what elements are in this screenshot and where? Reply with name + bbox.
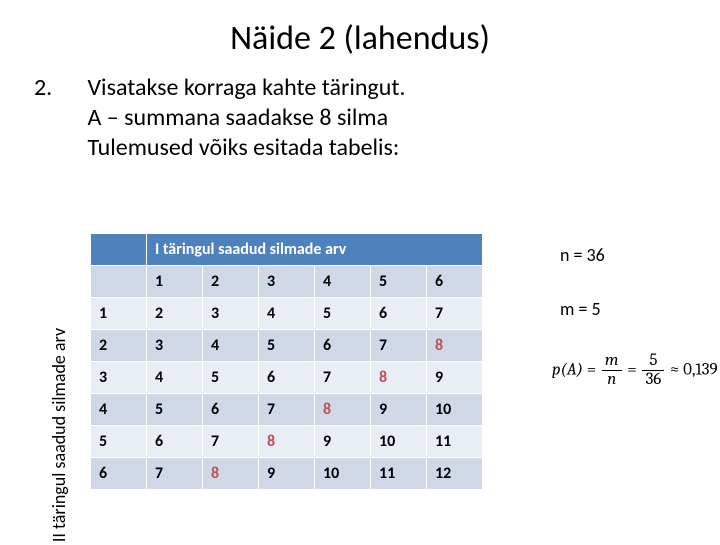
- cell: 7: [371, 330, 427, 362]
- cell: 5: [315, 298, 371, 330]
- blank-cell: [91, 266, 147, 298]
- cell: 7: [259, 394, 315, 426]
- cell: 7: [427, 298, 483, 330]
- top-axis-label: I täringul saadud silmade arv: [147, 234, 483, 266]
- cell: 5: [147, 394, 203, 426]
- formula-lhs: p(A): [552, 360, 583, 379]
- approx-value: ≈ 0,139: [670, 360, 718, 379]
- row-label: 1: [91, 298, 147, 330]
- col-label: 3: [259, 266, 315, 298]
- probability-formula: p(A) = m n = 5 36 ≈ 0,139: [552, 352, 718, 389]
- cell: 4: [147, 362, 203, 394]
- cell: 3: [147, 330, 203, 362]
- row-label: 3: [91, 362, 147, 394]
- cell: 7: [203, 426, 259, 458]
- col-label: 1: [147, 266, 203, 298]
- col-label: 6: [427, 266, 483, 298]
- cell: 10: [315, 458, 371, 490]
- cell-highlight: 8: [371, 362, 427, 394]
- cell: 7: [315, 362, 371, 394]
- side-axis-label: II täringul saadud silmade arv: [48, 325, 70, 545]
- col-label: 2: [203, 266, 259, 298]
- row-label: 6: [91, 458, 147, 490]
- cell: 3: [203, 298, 259, 330]
- cell: 10: [371, 426, 427, 458]
- body-text: 2. Visatakse korraga kahte täringut. A –…: [0, 73, 720, 163]
- cell: 6: [371, 298, 427, 330]
- frac-bot: n: [607, 370, 616, 389]
- fraction-mn: m n: [602, 352, 622, 389]
- cell: 5: [259, 330, 315, 362]
- fraction-536: 5 36: [642, 352, 664, 389]
- row-label: 5: [91, 426, 147, 458]
- col-label: 4: [315, 266, 371, 298]
- cell-highlight: 8: [259, 426, 315, 458]
- cell: 6: [203, 394, 259, 426]
- body-line-2: A – summana saadakse 8 silma: [87, 103, 388, 132]
- frac-bot: 36: [642, 371, 664, 389]
- cell-highlight: 8: [315, 394, 371, 426]
- corner-cell: [91, 234, 147, 266]
- frac-top: 5: [642, 352, 664, 371]
- cell: 9: [427, 362, 483, 394]
- body-line-1: Visatakse korraga kahte täringut.: [87, 73, 405, 102]
- cell: 9: [259, 458, 315, 490]
- row-label: 2: [91, 330, 147, 362]
- m-count-label: m = 5: [560, 298, 601, 320]
- cell: 9: [371, 394, 427, 426]
- row-label: 4: [91, 394, 147, 426]
- n-total-label: n = 36: [560, 244, 605, 266]
- cell: 5: [203, 362, 259, 394]
- cell: 12: [427, 458, 483, 490]
- cell: 10: [427, 394, 483, 426]
- cell: 2: [147, 298, 203, 330]
- cell: 6: [259, 362, 315, 394]
- cell: 11: [427, 426, 483, 458]
- col-label: 5: [371, 266, 427, 298]
- cell: 6: [147, 426, 203, 458]
- cell: 4: [259, 298, 315, 330]
- cell: 7: [147, 458, 203, 490]
- cell: 11: [371, 458, 427, 490]
- cell-highlight: 8: [203, 458, 259, 490]
- dice-table-region: II täringul saadud silmade arv I täringu…: [34, 233, 483, 490]
- cell-highlight: 8: [427, 330, 483, 362]
- cell: 9: [315, 426, 371, 458]
- body-line-3: Tulemused võiks esitada tabelis:: [87, 133, 399, 162]
- dice-sum-table: I täringul saadud silmade arv 1 2 3 4 5 …: [90, 233, 483, 490]
- list-number: 2.: [34, 73, 82, 103]
- cell: 4: [203, 330, 259, 362]
- cell: 6: [315, 330, 371, 362]
- slide-title: Näide 2 (lahendus): [0, 0, 720, 73]
- frac-top: m: [605, 351, 619, 370]
